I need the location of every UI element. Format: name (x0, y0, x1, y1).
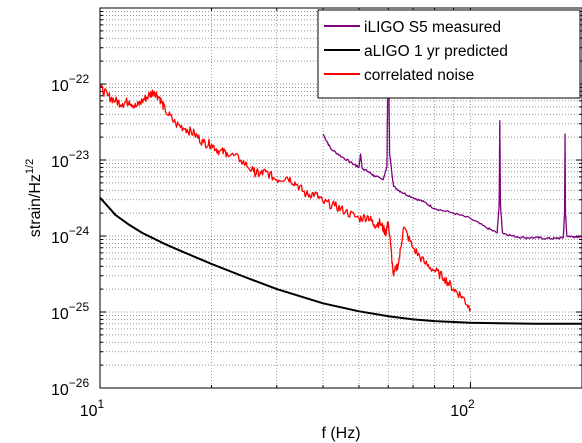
y-tick-label: 10−24 (51, 224, 89, 247)
y-tick-label: 10−26 (51, 376, 89, 399)
legend-label-1: iLIGO S5 measured (364, 19, 501, 36)
legend-label-3: correlated noise (364, 67, 474, 84)
legend-items: iLIGO S5 measured aLIGO 1 yr predicted cor… (324, 19, 508, 84)
legend: iLIGO S5 measured aLIGO 1 yr predicted cor… (317, 9, 581, 99)
y-tick-label: 10−25 (51, 300, 89, 323)
x-axis-title: f (Hz) (321, 425, 360, 442)
series-line-1 (322, 27, 582, 240)
y-axis-title-base: strain/Hz (27, 174, 44, 237)
y-axis-title-exp: 1/2 (24, 159, 36, 174)
y-tick-label: 10−22 (51, 72, 89, 95)
series-line-2 (99, 196, 582, 325)
series-layer (99, 27, 582, 325)
plot-frame (99, 7, 582, 389)
y-tick-label: 10−23 (51, 148, 89, 171)
legend-box (317, 9, 581, 99)
tick-label-layer: 101 102 10−26 10−25 10−24 10−23 10−22 (51, 72, 475, 420)
legend-label-2: aLIGO 1 yr predicted (364, 43, 508, 60)
x-tick-label: 102 (450, 397, 475, 420)
y-axis-title: strain/Hz1/2 (24, 159, 44, 237)
series-line-3 (99, 84, 472, 312)
x-tick-label: 101 (80, 397, 105, 420)
